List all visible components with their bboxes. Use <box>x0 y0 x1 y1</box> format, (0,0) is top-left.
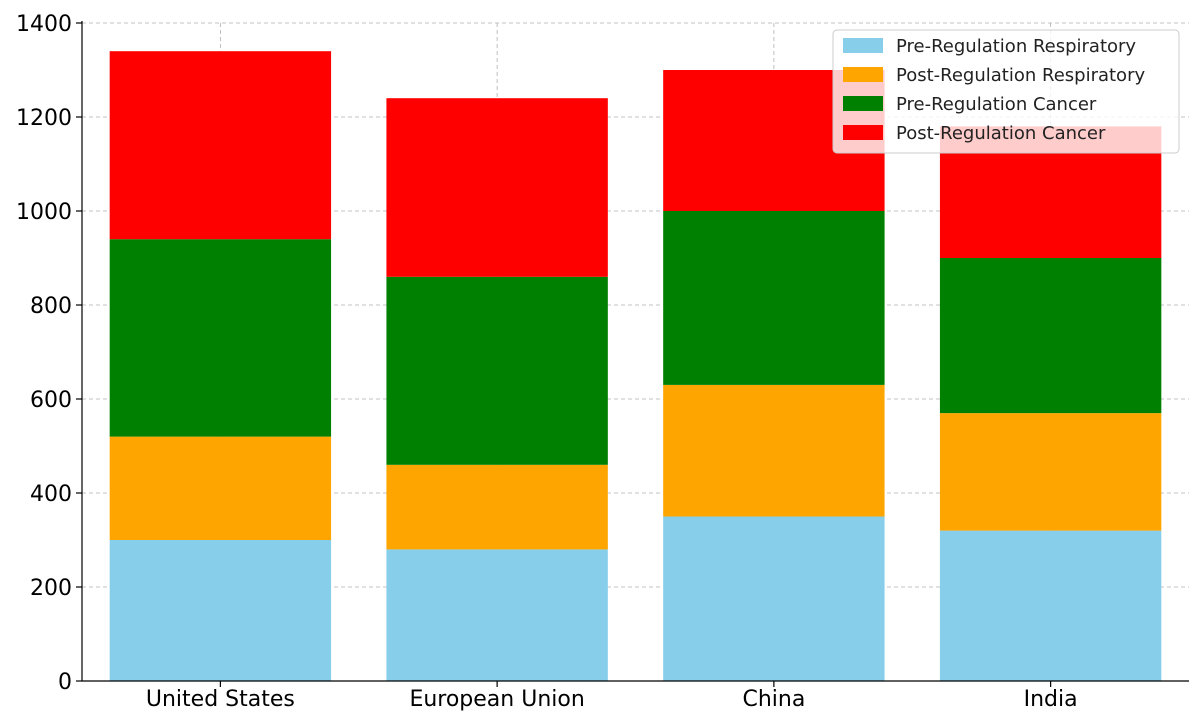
bar-segment <box>386 98 608 277</box>
bar-segment <box>109 239 332 437</box>
bar-segment <box>663 211 885 385</box>
legend-swatch <box>843 38 883 53</box>
y-tick-label: 200 <box>30 576 72 601</box>
bar-segment <box>386 549 608 681</box>
y-tick-label: 1400 <box>16 12 72 37</box>
legend: Pre-Regulation Respiratory Post-Regulatio… <box>832 29 1180 154</box>
legend-label: Pre-Regulation Cancer <box>896 94 1097 115</box>
bar-segment <box>663 384 885 517</box>
x-tick-label: United States <box>146 687 295 712</box>
bar-segment <box>109 436 332 540</box>
y-tick-label: 0 <box>58 670 72 695</box>
x-tick-label: China <box>742 687 805 712</box>
x-tick-label: India <box>1024 687 1078 712</box>
legend-box <box>832 29 1180 154</box>
bar-segment <box>386 276 608 465</box>
legend-swatch <box>843 125 883 140</box>
bar-segment <box>109 51 332 240</box>
bar-segment <box>109 540 332 681</box>
bars <box>109 51 1162 681</box>
bar-segment <box>386 464 608 550</box>
axes: 0 200 400 600 800 1000 1200 1400 United States Eu… <box>16 12 1189 712</box>
legend-label: Post-Regulation Cancer <box>896 123 1106 144</box>
legend-swatch <box>843 67 883 82</box>
legend-label: Pre-Regulation Respiratory <box>896 36 1136 57</box>
y-tick-label: 1000 <box>16 200 72 225</box>
bar-segment <box>939 413 1162 531</box>
y-tick-label: 800 <box>30 294 72 319</box>
y-tick-label: 600 <box>30 388 72 413</box>
bar-segment <box>939 530 1162 681</box>
y-tick-label: 1200 <box>16 106 72 131</box>
bar-segment <box>663 516 885 681</box>
y-tick-label: 400 <box>30 482 72 507</box>
legend-swatch <box>843 96 883 111</box>
x-tick-label: European Union <box>409 687 584 712</box>
bar-segment <box>939 258 1162 414</box>
legend-label: Post-Regulation Respiratory <box>896 65 1145 86</box>
